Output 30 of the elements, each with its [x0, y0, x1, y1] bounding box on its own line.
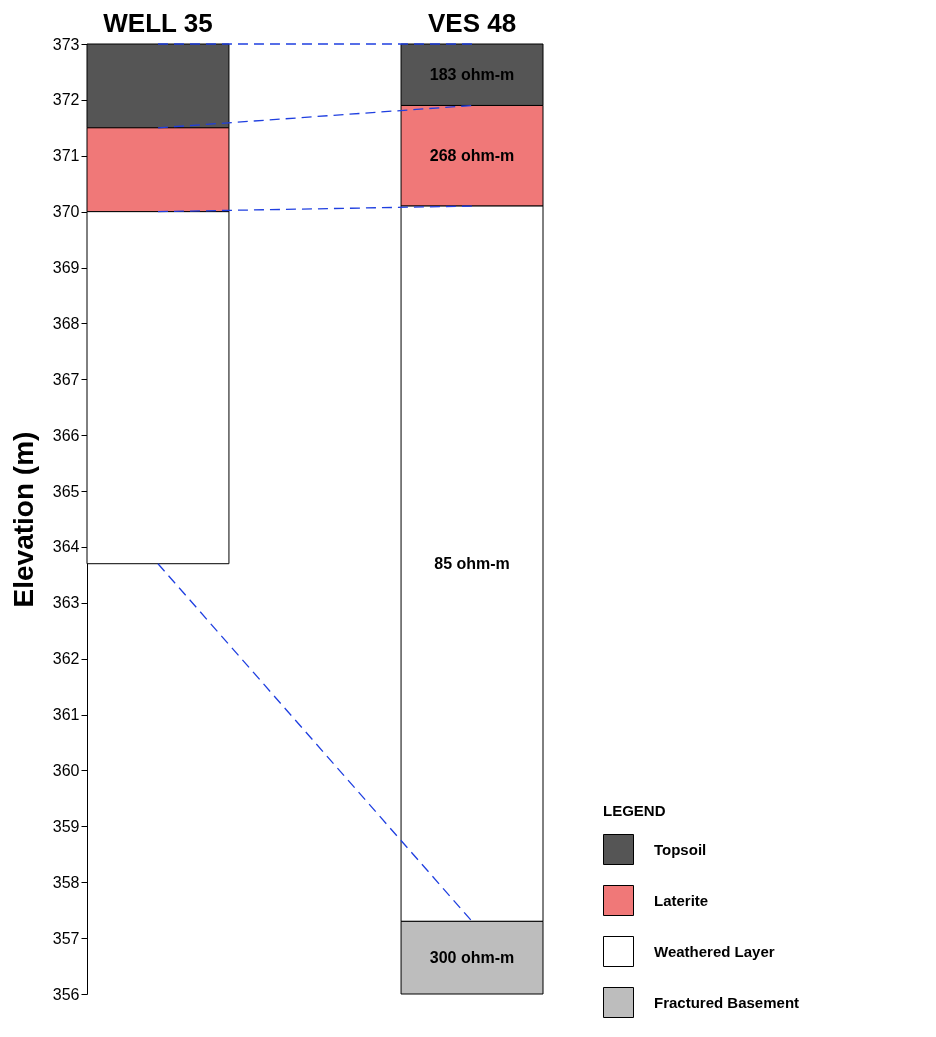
- y-tick-label: 369: [52, 259, 80, 277]
- x-tick-label: VES 48: [427, 7, 517, 38]
- y-tick-label: 364: [52, 538, 80, 556]
- y-tick-label: 362: [52, 650, 80, 668]
- annotation: 300 ohm-m: [429, 948, 515, 966]
- y-tick-label: 367: [52, 370, 80, 388]
- y-tick-label: 358: [52, 873, 80, 891]
- legend-label: Fractured Basement: [654, 993, 800, 1011]
- y-tick-label: 372: [52, 91, 80, 109]
- legend-title: LEGEND: [603, 802, 666, 819]
- y-tick-label: 371: [52, 147, 80, 165]
- legend-label: Weathered Layer: [654, 942, 775, 960]
- y-tick-label: 366: [52, 426, 80, 444]
- y-tick-label: 365: [52, 482, 80, 500]
- y-tick-label: 356: [52, 985, 80, 1003]
- x-tick-label: WELL 35: [103, 7, 213, 38]
- y-tick-label: 357: [52, 929, 80, 947]
- annotation: 183 ohm-m: [429, 65, 515, 83]
- y-tick-label: 363: [52, 594, 80, 612]
- annotation: 85 ohm-m: [434, 554, 510, 572]
- legend-label: Topsoil: [654, 840, 707, 858]
- legend-label: Laterite: [654, 891, 709, 909]
- y-tick-label: 368: [52, 314, 80, 332]
- y-axis-title: Elevation (m): [7, 431, 39, 608]
- y-tick-label: 359: [52, 817, 80, 835]
- annotation: 268 ohm-m: [429, 146, 515, 164]
- y-tick-label: 361: [52, 706, 80, 724]
- y-tick-label: 370: [52, 203, 80, 221]
- y-tick-label: 360: [52, 761, 80, 779]
- y-tick-label: 373: [52, 35, 80, 53]
